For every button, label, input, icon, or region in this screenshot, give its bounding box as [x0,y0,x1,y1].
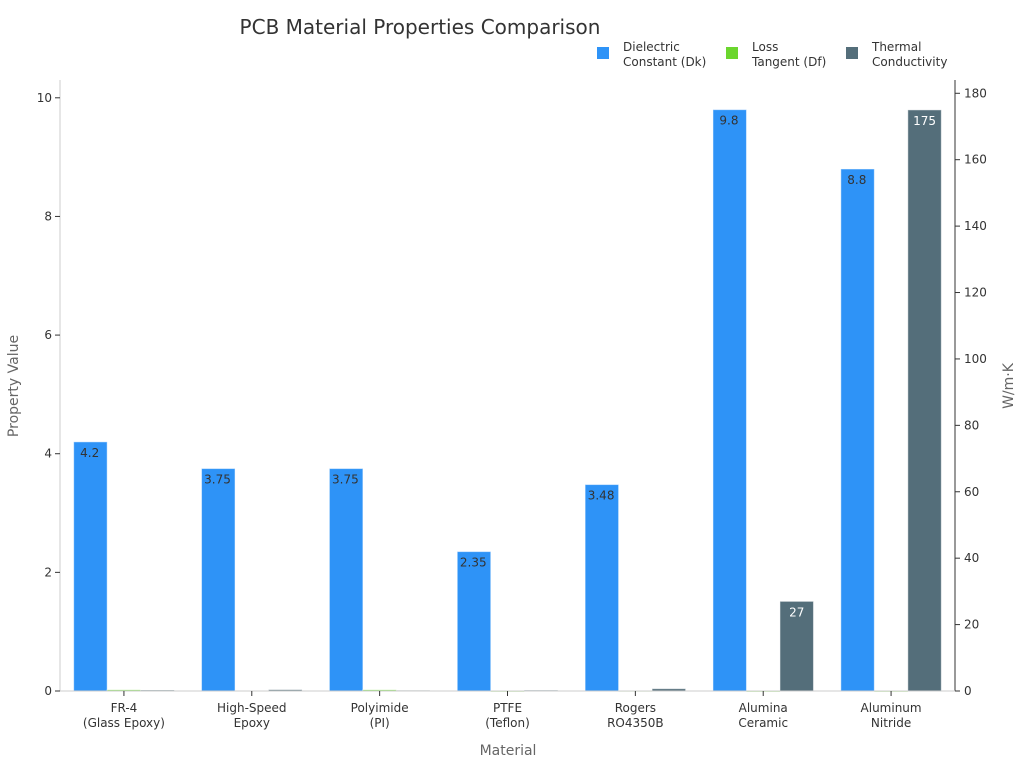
legend-label: Constant (Dk) [623,55,706,69]
y2-tick-label: 60 [964,485,979,499]
x-tick-label: Epoxy [234,716,270,730]
y2-tick-label: 0 [964,684,972,698]
bar-2 [779,600,814,692]
data-label: 9.8 [719,114,738,128]
y2-tick-label: 160 [964,153,987,167]
x-tick-label: (Glass Epoxy) [83,716,165,730]
y2-tick-label: 80 [964,418,979,432]
x-tick-label: Rogers [615,701,656,715]
data-label: 27 [789,605,804,619]
bar-0 [840,168,875,692]
x-tick-label: RO4350B [607,716,664,730]
y2-tick-label: 140 [964,219,987,233]
legend-label: Conductivity [872,55,947,69]
x-tick-label: Nitride [871,716,911,730]
y2-tick-label: 180 [964,86,987,100]
y-axis-label: Property Value [6,335,22,437]
data-label: 3.75 [332,473,359,487]
legend-label: Dielectric [623,40,680,54]
legend-label: Thermal [871,40,921,54]
legend-swatch [597,47,609,59]
y2-tick-label: 100 [964,352,987,366]
x-axis-label: Material [480,743,537,759]
y-tick-label: 4 [44,447,52,461]
y-tick-label: 10 [37,91,52,105]
bar-0 [456,551,492,692]
y-tick-label: 6 [44,328,52,342]
x-tick-label: Aluminum [861,701,922,715]
x-tick-label: PTFE [493,701,522,715]
y-tick-label: 2 [44,565,52,579]
data-label: 2.35 [460,556,487,570]
legend-label: Loss [752,40,778,54]
y2-tick-label: 120 [964,286,987,300]
y-tick-label: 0 [44,684,52,698]
x-tick-label: Polyimide [351,701,409,715]
data-label: 3.48 [588,489,615,503]
bar-0 [328,468,364,692]
bar-0 [584,484,620,692]
data-label: 4.2 [80,446,99,460]
x-tick-label: (PI) [370,716,390,730]
x-tick-label: (Teflon) [485,716,530,730]
chart-title: PCB Material Properties Comparison [240,15,601,39]
data-label: 175 [913,114,936,128]
bar-2 [907,109,942,692]
bars: 4.2 3.75 3.75 2.35 3.48 9.8 27 8.8 175 [73,109,942,693]
y2-tick-label: 20 [964,618,979,632]
axes: 0246810020406080100120140160180FR-4(Glas… [37,80,987,730]
legend-swatch [726,47,738,59]
bar-0 [73,441,108,692]
x-tick-label: Ceramic [738,716,788,730]
x-tick-label: Alumina [739,701,788,715]
data-label: 3.75 [204,473,231,487]
legend-swatch [846,47,858,59]
y2-axis-label: W/m·K [1001,362,1017,409]
y2-tick-label: 40 [964,551,979,565]
legend-label: Tangent (Df) [751,55,826,69]
y-tick-label: 8 [44,209,52,223]
bar-0 [712,109,747,692]
x-tick-label: FR-4 [111,701,138,715]
x-tick-label: High-Speed [217,701,287,715]
bar-0 [201,468,236,692]
data-label: 8.8 [847,173,866,187]
